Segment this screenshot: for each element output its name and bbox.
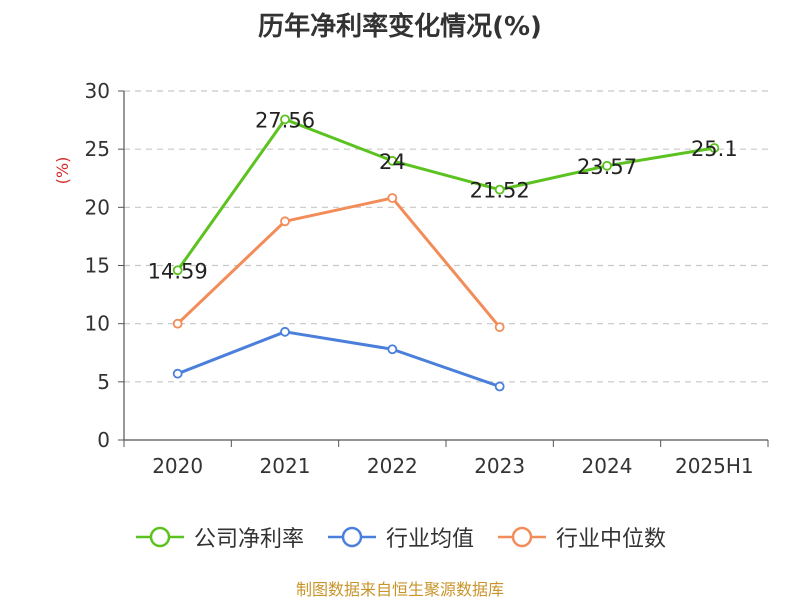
series-line: [176, 196, 502, 329]
data-point: [172, 265, 183, 276]
y-tick-label: 25: [85, 137, 110, 161]
y-tick-label: 5: [97, 370, 110, 394]
data-label: 24: [379, 150, 406, 174]
data-label: 27.56: [255, 108, 315, 132]
chart-title: 历年净利率变化情况(%): [258, 12, 542, 42]
data-point: [280, 114, 290, 125]
x-tick-label: 2021: [260, 454, 311, 478]
y-tick-label: 0: [97, 428, 110, 452]
data-point: [387, 344, 398, 355]
legend-label: 行业均值: [385, 527, 474, 552]
series-line: [176, 117, 716, 272]
source-note: 制图数据来自恒生聚源数据库: [295, 580, 504, 599]
legend-line-marker-icon: [498, 526, 546, 548]
legend-item[interactable]: 行业中位数: [496, 521, 666, 553]
x-tick-label: 2023: [474, 454, 525, 478]
legend-line-marker-icon: [135, 526, 184, 548]
data-label: 25.1: [691, 137, 738, 161]
data-label: 14.59: [148, 259, 208, 283]
series-line: [176, 330, 502, 388]
legend-item[interactable]: 公司净利率: [134, 521, 304, 553]
legend-item[interactable]: 行业均值: [326, 521, 474, 553]
y-tick-label: 30: [85, 79, 110, 103]
data-point: [387, 155, 398, 166]
y-tick-label: 15: [85, 254, 110, 278]
legend-line-marker-icon: [327, 526, 376, 548]
y-tick-label: 20: [85, 195, 110, 219]
data-point: [387, 193, 398, 203]
legend-label: 行业中位数: [556, 527, 667, 552]
data-point: [494, 184, 505, 195]
data-label: 21.52: [470, 179, 530, 203]
y-axis-label: (%): [53, 157, 72, 185]
data-point: [709, 143, 720, 153]
legend-label: 公司净利率: [193, 527, 304, 552]
x-tick-label: 2020: [152, 454, 203, 478]
x-tick-label: 2025H1: [675, 454, 754, 478]
x-tick-label: 2024: [582, 454, 633, 478]
data-point: [172, 368, 183, 379]
data-point: [602, 160, 612, 171]
data-label: 23.57: [577, 155, 637, 179]
data-point: [280, 216, 290, 227]
data-point: [172, 318, 183, 329]
y-tick-label: 10: [85, 312, 110, 336]
data-point: [280, 326, 290, 337]
data-point: [494, 322, 505, 333]
chart-legend: 公司净利率 行业均值 行业中位数: [0, 520, 800, 554]
x-tick-label: 2022: [367, 454, 418, 478]
data-point: [494, 381, 505, 392]
